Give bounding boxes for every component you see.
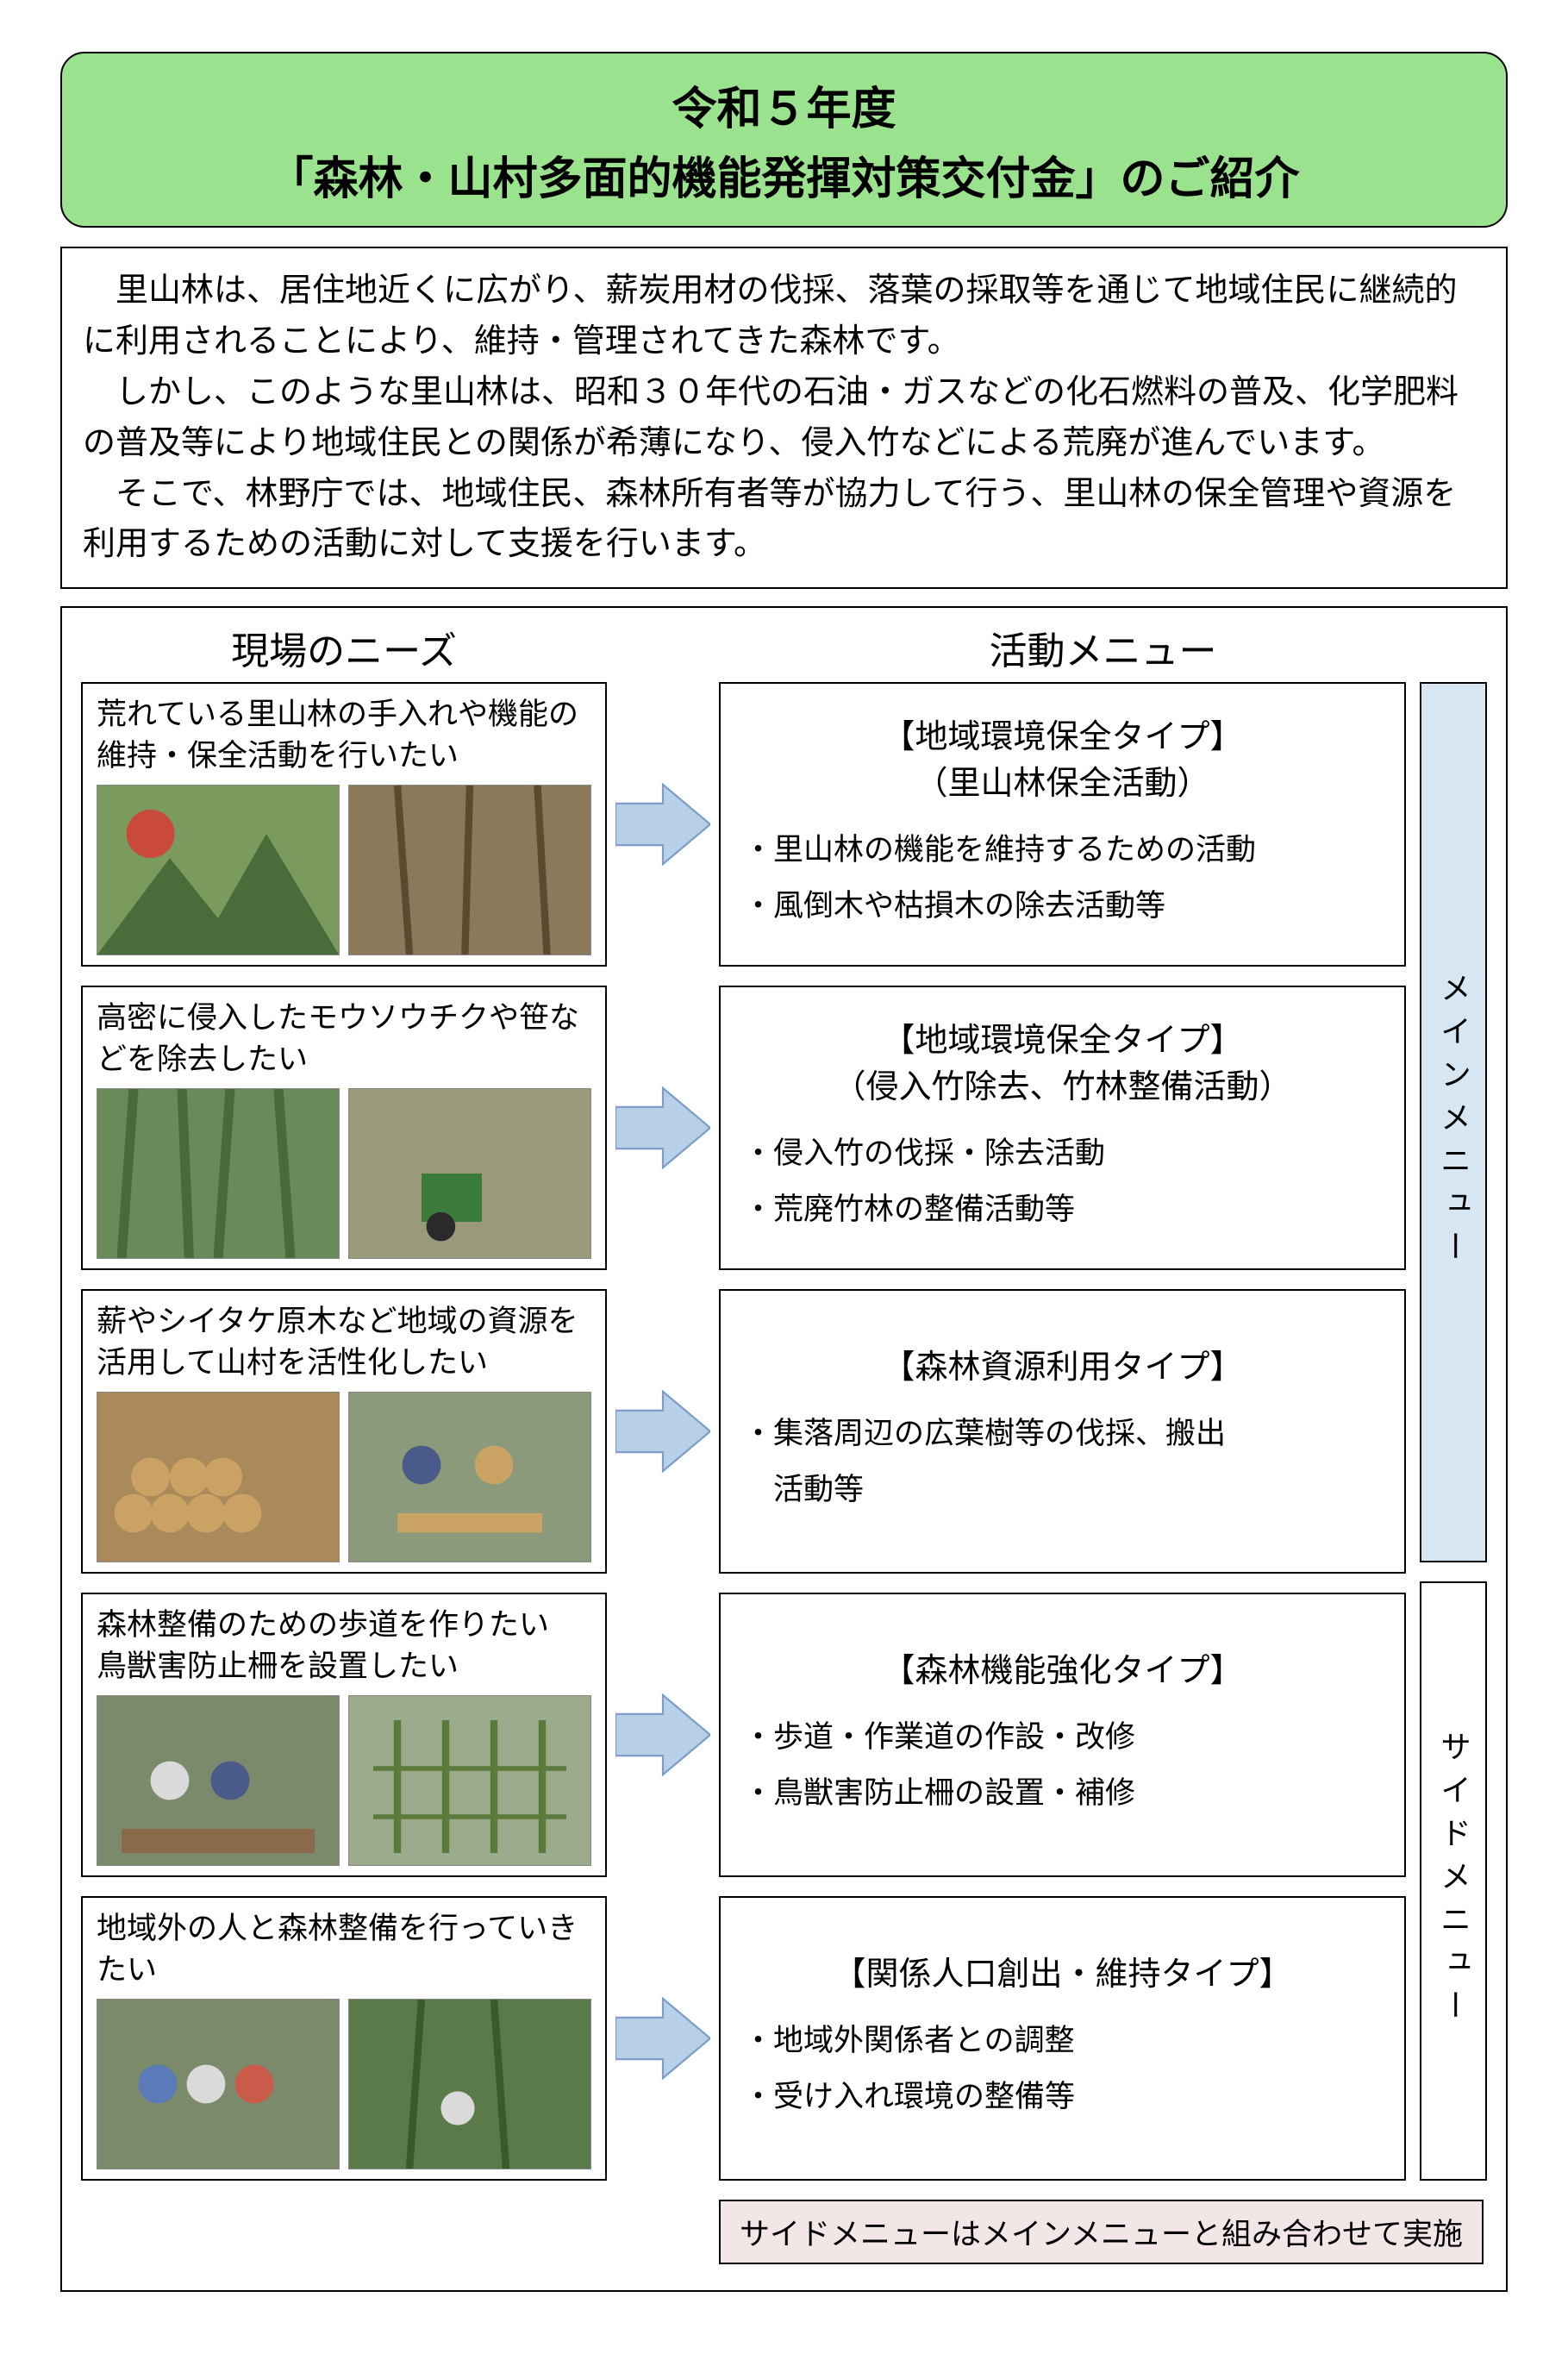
menu-item: ・里山林の機能を維持するための活動 bbox=[743, 823, 1382, 879]
main-content-box: 現場のニーズ 活動メニュー 荒れている里山林の手入れや機能の維持・保全活動を行い… bbox=[60, 606, 1508, 2292]
need-card-4: 森林整備のための歩道を作りたい 鳥獣害防止柵を設置したい bbox=[81, 1593, 607, 1877]
arrow-2 bbox=[607, 986, 719, 1270]
menu-item: ・地域外関係者との調整 bbox=[743, 2013, 1382, 2069]
need-card-2: 高密に侵入したモウソウチクや笹などを除去したい bbox=[81, 986, 607, 1270]
arrow-5 bbox=[607, 1896, 719, 2181]
photo-placeholder bbox=[97, 1999, 340, 2169]
menu-card-4: 【森林機能強化タイプ】 ・歩道・作業道の作設・改修 ・鳥獣害防止柵の設置・補修 bbox=[719, 1593, 1406, 1877]
menu-card-2: 【地域環境保全タイプ】 （侵入竹除去、竹林整備活動） ・侵入竹の伐採・除去活動 … bbox=[719, 986, 1406, 1270]
need-text: 地域外の人と森林整備を行っていきたい bbox=[97, 1908, 591, 1990]
menu-items: ・集落周辺の広葉樹等の伐採、搬出 活動等 bbox=[743, 1406, 1382, 1518]
menu-items: ・歩道・作業道の作設・改修 ・鳥獣害防止柵の設置・補修 bbox=[743, 1710, 1382, 1822]
need-images bbox=[97, 1695, 591, 1866]
arrow-icon bbox=[615, 1687, 710, 1782]
need-text: 荒れている里山林の手入れや機能の維持・保全活動を行いたい bbox=[97, 694, 591, 776]
title-box: 令和５年度 「森林・山村多面的機能発揮対策交付金」のご紹介 bbox=[60, 52, 1508, 228]
photo-placeholder bbox=[348, 785, 591, 955]
need-images bbox=[97, 1999, 591, 2169]
photo-placeholder bbox=[348, 1999, 591, 2169]
need-card-1: 荒れている里山林の手入れや機能の維持・保全活動を行いたい bbox=[81, 682, 607, 967]
menu-title: 【地域環境保全タイプ】 （里山林保全活動） bbox=[743, 715, 1382, 806]
photo-placeholder bbox=[97, 1392, 340, 1562]
menu-header: 活動メニュー bbox=[719, 620, 1487, 675]
need-text: 薪やシイタケ原木など地域の資源を活用して山村を活性化したい bbox=[97, 1301, 591, 1383]
menu-items: ・侵入竹の伐採・除去活動 ・荒廃竹林の整備活動等 bbox=[743, 1126, 1382, 1238]
menu-item: ・集落周辺の広葉樹等の伐採、搬出 bbox=[743, 1406, 1382, 1462]
photo-placeholder bbox=[97, 1088, 340, 1259]
menu-item: ・荒廃竹林の整備活動等 bbox=[743, 1182, 1382, 1238]
menu-item: ・受け入れ環境の整備等 bbox=[743, 2069, 1382, 2125]
side-menu-label: サイドメニュー bbox=[1420, 1581, 1487, 2181]
menu-item: ・鳥獣害防止柵の設置・補修 bbox=[743, 1766, 1382, 1822]
needs-column: 荒れている里山林の手入れや機能の維持・保全活動を行いたい 高密に侵入したモウソウ… bbox=[81, 682, 607, 2181]
photo-placeholder bbox=[348, 1088, 591, 1259]
arrow-icon bbox=[615, 1384, 710, 1479]
intro-text: 里山林は、居住地近くに広がり、薪炭用材の伐採、落葉の採取等を通じて地域住民に継続… bbox=[83, 266, 1485, 570]
need-card-3: 薪やシイタケ原木など地域の資源を活用して山村を活性化したい bbox=[81, 1289, 607, 1574]
need-text: 高密に侵入したモウソウチクや笹などを除去したい bbox=[97, 998, 591, 1080]
title-line1: 令和５年度 bbox=[88, 72, 1480, 137]
menu-title: 【森林資源利用タイプ】 bbox=[743, 1345, 1382, 1391]
need-images bbox=[97, 1088, 591, 1259]
need-card-5: 地域外の人と森林整備を行っていきたい bbox=[81, 1896, 607, 2181]
menu-item: ・風倒木や枯損木の除去活動等 bbox=[743, 879, 1382, 935]
photo-placeholder bbox=[348, 1392, 591, 1562]
photo-placeholder bbox=[97, 1695, 340, 1866]
arrow-icon bbox=[615, 1080, 710, 1175]
need-images bbox=[97, 1392, 591, 1562]
columns-header: 現場のニーズ 活動メニュー bbox=[81, 620, 1487, 675]
arrow-4 bbox=[607, 1593, 719, 1877]
menu-column: 【地域環境保全タイプ】 （里山林保全活動） ・里山林の機能を維持するための活動 … bbox=[719, 682, 1487, 2181]
menu-items: ・地域外関係者との調整 ・受け入れ環境の整備等 bbox=[743, 2013, 1382, 2125]
menu-card-3: 【森林資源利用タイプ】 ・集落周辺の広葉樹等の伐採、搬出 活動等 bbox=[719, 1289, 1406, 1574]
menu-title: 【関係人口創出・維持タイプ】 bbox=[743, 1952, 1382, 1998]
arrow-column bbox=[607, 682, 719, 2181]
menu-card-1: 【地域環境保全タイプ】 （里山林保全活動） ・里山林の機能を維持するための活動 … bbox=[719, 682, 1406, 967]
menu-title: 【地域環境保全タイプ】 （侵入竹除去、竹林整備活動） bbox=[743, 1018, 1382, 1110]
side-labels: メインメニュー サイドメニュー bbox=[1420, 682, 1487, 2181]
menu-title: 【森林機能強化タイプ】 bbox=[743, 1649, 1382, 1694]
menu-stack: 【地域環境保全タイプ】 （里山林保全活動） ・里山林の機能を維持するための活動 … bbox=[719, 682, 1406, 2181]
arrow-3 bbox=[607, 1289, 719, 1574]
intro-box: 里山林は、居住地近くに広がり、薪炭用材の伐採、落葉の採取等を通じて地域住民に継続… bbox=[60, 247, 1508, 589]
needs-header: 現場のニーズ bbox=[81, 620, 607, 675]
menu-item: ・侵入竹の伐採・除去活動 bbox=[743, 1126, 1382, 1182]
content-row: 荒れている里山林の手入れや機能の維持・保全活動を行いたい 高密に侵入したモウソウ… bbox=[81, 682, 1487, 2181]
arrow-1 bbox=[607, 682, 719, 967]
need-images bbox=[97, 785, 591, 955]
photo-placeholder bbox=[97, 785, 340, 955]
menu-item: 活動等 bbox=[743, 1462, 1382, 1518]
menu-items: ・里山林の機能を維持するための活動 ・風倒木や枯損木の除去活動等 bbox=[743, 823, 1382, 935]
arrow-icon bbox=[615, 1991, 710, 2086]
menu-item: ・歩道・作業道の作設・改修 bbox=[743, 1710, 1382, 1766]
need-text: 森林整備のための歩道を作りたい 鳥獣害防止柵を設置したい bbox=[97, 1605, 591, 1687]
arrow-icon bbox=[615, 777, 710, 872]
footer-note: サイドメニューはメインメニューと組み合わせて実施 bbox=[719, 2200, 1484, 2264]
menu-card-5: 【関係人口創出・維持タイプ】 ・地域外関係者との調整 ・受け入れ環境の整備等 bbox=[719, 1896, 1406, 2181]
title-line2: 「森林・山村多面的機能発揮対策交付金」のご紹介 bbox=[88, 142, 1480, 207]
main-menu-label: メインメニュー bbox=[1420, 682, 1487, 1562]
photo-placeholder bbox=[348, 1695, 591, 1866]
